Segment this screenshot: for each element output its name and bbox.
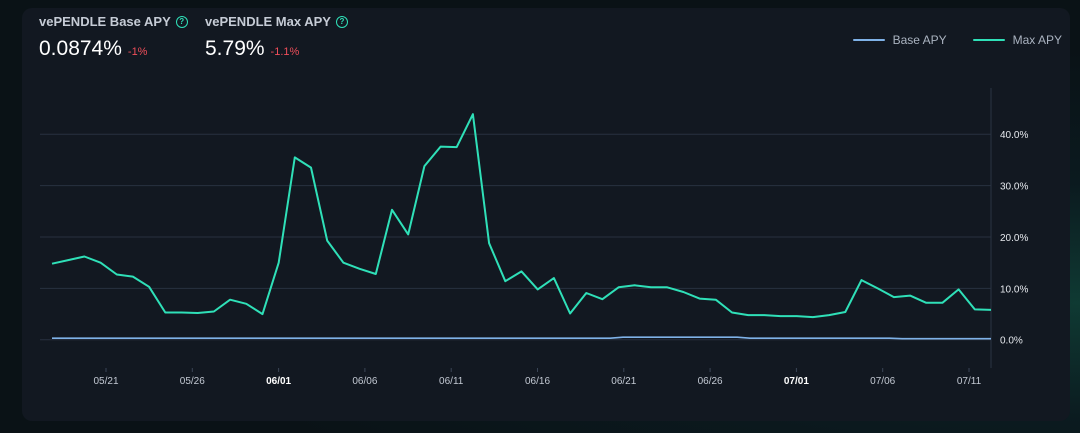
x-tick-label: 06/11 <box>439 376 464 387</box>
base-apy-change: -1% <box>127 46 148 58</box>
x-tick-label: 07/11 <box>957 376 982 387</box>
base-apy-label: vePENDLE Base APY <box>39 14 171 29</box>
y-tick-label: 40.0% <box>1000 130 1028 141</box>
max-apy-value-row: 5.79% -1.1% <box>205 37 348 61</box>
base-apy-value-row: 0.0874% -1% <box>39 37 188 61</box>
x-tick-label: 07/01 <box>784 376 809 387</box>
max-apy-label: vePENDLE Max APY <box>205 14 331 29</box>
chart-legend: Base APY Max APY <box>852 33 1062 47</box>
y-tick-label: 20.0% <box>1000 233 1028 244</box>
legend-item-base-apy[interactable]: Base APY <box>852 33 947 47</box>
legend-swatch-max-apy <box>972 39 1005 41</box>
x-tick-label: 06/06 <box>352 376 377 387</box>
base-apy-value: 0.0874% <box>39 37 122 60</box>
apy-chart-card <box>22 8 1070 421</box>
x-tick-label: 06/16 <box>525 376 550 387</box>
legend-label-max-apy: Max APY <box>1012 33 1062 47</box>
x-tick-label: 07/06 <box>870 376 895 387</box>
series-line-base-apy <box>52 336 991 340</box>
base-apy-label-row: vePENDLE Base APY ? <box>39 14 188 29</box>
legend-swatch-base-apy <box>852 39 885 41</box>
x-tick-label: 05/26 <box>180 376 205 387</box>
x-tick-label: 05/21 <box>93 376 118 387</box>
max-apy-stat: vePENDLE Max APY ? 5.79% -1.1% <box>205 14 348 61</box>
max-apy-value: 5.79% <box>205 37 265 60</box>
y-tick-label: 10.0% <box>1000 284 1028 295</box>
legend-label-base-apy: Base APY <box>892 33 947 47</box>
x-tick-label: 06/26 <box>698 376 723 387</box>
max-apy-label-row: vePENDLE Max APY ? <box>205 14 348 29</box>
x-tick-label: 06/01 <box>266 376 291 387</box>
series-line-max-apy <box>51 113 992 319</box>
y-tick-label: 0.0% <box>1000 336 1023 347</box>
question-circle-icon[interactable]: ? <box>335 15 348 28</box>
max-apy-change: -1.1% <box>270 46 300 58</box>
y-tick-label: 30.0% <box>1000 182 1028 193</box>
base-apy-stat: vePENDLE Base APY ? 0.0874% -1% <box>39 14 188 61</box>
legend-item-max-apy[interactable]: Max APY <box>972 33 1062 47</box>
question-circle-icon[interactable]: ? <box>175 15 188 28</box>
x-tick-label: 06/21 <box>611 376 636 387</box>
